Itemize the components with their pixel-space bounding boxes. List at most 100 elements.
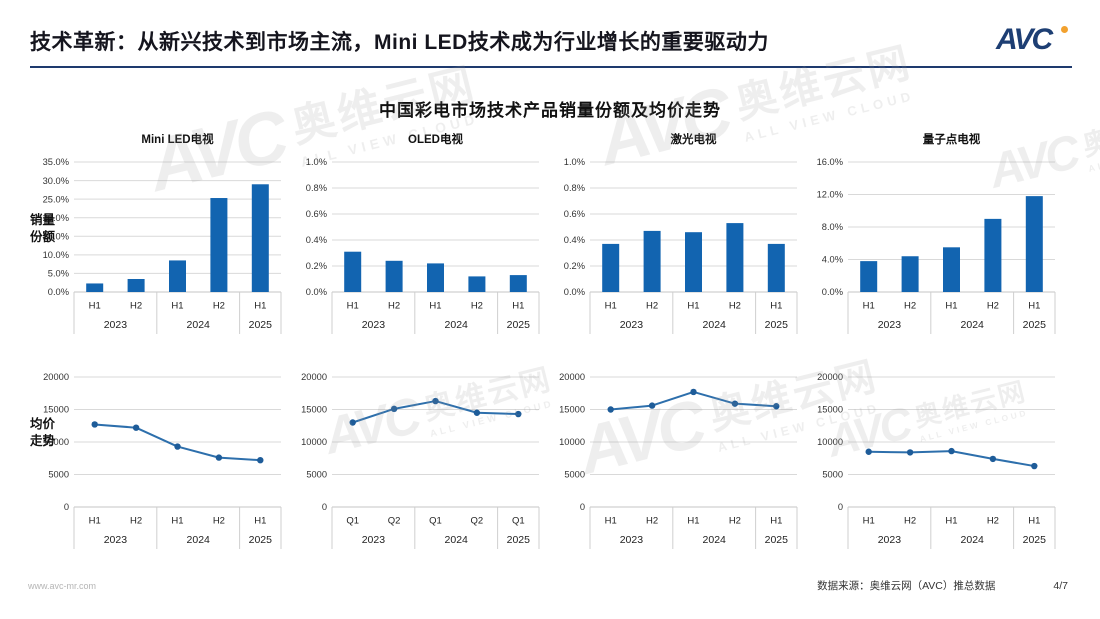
bar: [984, 218, 1002, 292]
category-label: H2: [471, 301, 483, 312]
header-divider: [30, 66, 1072, 68]
y-tick-label: 10.0%: [43, 250, 69, 260]
y-tick-label: 5000: [48, 470, 69, 480]
year-label: 2024: [703, 319, 727, 331]
category-label: H2: [130, 516, 142, 527]
bar: [169, 260, 186, 292]
price-chart-row: 0 5000 10000 15000 20000 H1 H2 H1 H2 H1 2023 2024 20…: [28, 363, 1072, 560]
share-chart-cell-3: 量子点电视 0.0% 4.0% 8.0% 12.0% 16.0% H1 H2 H1 H2 H1 202…: [802, 128, 1060, 345]
bar: [901, 256, 919, 292]
y-tick-label: 12.0%: [817, 190, 843, 200]
row-label-avg-price-line2: 走势: [30, 434, 56, 448]
y-tick-label: 0: [838, 502, 843, 512]
category-label: H2: [213, 301, 225, 312]
price-chart-cell-1: 0 5000 10000 15000 20000 Q1 Q2 Q1 Q2 Q1 2023 2024 20…: [286, 363, 544, 560]
y-tick-label: 0.4%: [564, 235, 585, 245]
y-tick-label: 15000: [43, 405, 69, 415]
year-label: 2024: [187, 319, 211, 331]
chart-share-Mini LED电视: Mini LED电视 0.0% 5.0% 10.0% 15.0% 20.0% 25.0% 30…: [43, 132, 282, 334]
data-point-marker: [731, 400, 739, 407]
year-label: 2023: [104, 319, 128, 331]
y-tick-label: 5000: [564, 470, 585, 480]
data-point-marker: [1031, 462, 1038, 470]
y-tick-label: 30.0%: [43, 176, 69, 186]
avc-logo: AVC: [996, 22, 1070, 58]
y-tick-label: 35.0%: [43, 157, 69, 167]
y-tick-label: 15.0%: [43, 231, 69, 241]
category-label: H1: [171, 516, 183, 527]
bar: [726, 223, 744, 292]
bar: [127, 279, 145, 292]
chart-title: Mini LED电视: [141, 132, 214, 146]
category-label: H1: [1028, 516, 1040, 527]
page-title: 技术革新：从新兴技术到市场主流，Mini LED技术成为行业增长的重要驱动力: [30, 31, 769, 54]
year-label: 2024: [187, 534, 211, 546]
year-label: 2023: [878, 534, 902, 546]
y-tick-label: 20000: [43, 372, 69, 382]
category-label: H1: [1028, 301, 1040, 312]
data-point-marker: [174, 443, 181, 450]
category-label: H1: [89, 516, 101, 527]
category-label: Q1: [346, 516, 359, 527]
year-label: 2024: [445, 319, 469, 331]
y-tick-label: 20000: [817, 372, 843, 382]
category-label: H1: [687, 301, 699, 312]
y-tick-label: 15000: [817, 405, 843, 415]
share-chart-cell-1: OLED电视 0.0% 0.2% 0.4% 0.6% 0.8% 1.0% H1 H2 H1 H2 H1…: [286, 128, 544, 345]
footer-right: 数据来源：奥维云网（AVC）推总数据 4/7: [817, 578, 1068, 593]
data-point-marker: [906, 449, 914, 456]
price-chart-cell-3: 0 5000 10000 15000 20000 H1 H2 H1 H2 H1 2023 2024 20…: [802, 363, 1060, 560]
category-label: Q2: [471, 516, 484, 527]
y-tick-label: 0.2%: [564, 261, 585, 271]
bar: [385, 260, 403, 292]
category-label: H1: [945, 301, 957, 312]
footer-page-number: 4/7: [1053, 580, 1068, 592]
y-tick-label: 25.0%: [43, 194, 69, 204]
category-label: H2: [388, 301, 400, 312]
year-label: 2025: [1023, 319, 1047, 331]
row-label-sales-share: 销量 份额: [30, 212, 70, 246]
y-tick-label: 0.0%: [564, 287, 585, 297]
y-tick-label: 0.8%: [306, 183, 327, 193]
bar: [643, 230, 661, 292]
y-tick-label: 10000: [817, 437, 843, 447]
year-label: 2023: [878, 319, 902, 331]
data-point-marker: [91, 421, 98, 428]
category-label: H1: [945, 516, 957, 527]
bar: [86, 283, 104, 292]
category-label: Q1: [512, 516, 525, 527]
category-label: H1: [605, 301, 617, 312]
price-line: [351, 400, 520, 424]
charts-grid: 销量 份额 均价 走势 Mini LED电视 0.0% 5.0% 10.0% 15.0%…: [28, 128, 1072, 560]
footer-data-source: 数据来源：奥维云网（AVC）推总数据: [817, 580, 996, 592]
year-label: 2023: [362, 319, 386, 331]
y-tick-label: 1.0%: [306, 157, 327, 167]
y-tick-label: 16.0%: [817, 157, 843, 167]
bar: [1025, 196, 1043, 292]
row-label-avg-price-line1: 均价: [30, 417, 56, 431]
category-label: H1: [347, 301, 359, 312]
price-chart-cell-2: 0 5000 10000 15000 20000 H1 H2 H1 H2 H1 2023 2024 20…: [544, 363, 802, 560]
data-point-marker: [948, 447, 955, 455]
category-label: H2: [729, 301, 741, 312]
avc-logo-text: AVC: [996, 23, 1053, 56]
y-tick-label: 0: [322, 502, 327, 512]
category-label: H1: [254, 301, 266, 312]
chart-main-title: 中国彩电市场技术产品销量份额及均价走势: [379, 101, 721, 120]
y-tick-label: 5000: [822, 470, 843, 480]
y-tick-label: 0.2%: [306, 261, 327, 271]
data-point-marker: [773, 403, 780, 410]
y-tick-label: 5.0%: [48, 269, 69, 279]
price-chart-cell-0: 0 5000 10000 15000 20000 H1 H2 H1 H2 H1 2023 2024 20…: [28, 363, 286, 560]
share-chart-cell-0: Mini LED电视 0.0% 5.0% 10.0% 15.0% 20.0% 25.0% 30…: [28, 128, 286, 345]
y-tick-label: 0.0%: [48, 287, 69, 297]
category-label: H2: [130, 301, 142, 312]
bar: [344, 251, 362, 292]
year-label: 2025: [507, 534, 531, 546]
y-tick-label: 20.0%: [43, 213, 69, 223]
data-point-marker: [473, 409, 481, 416]
